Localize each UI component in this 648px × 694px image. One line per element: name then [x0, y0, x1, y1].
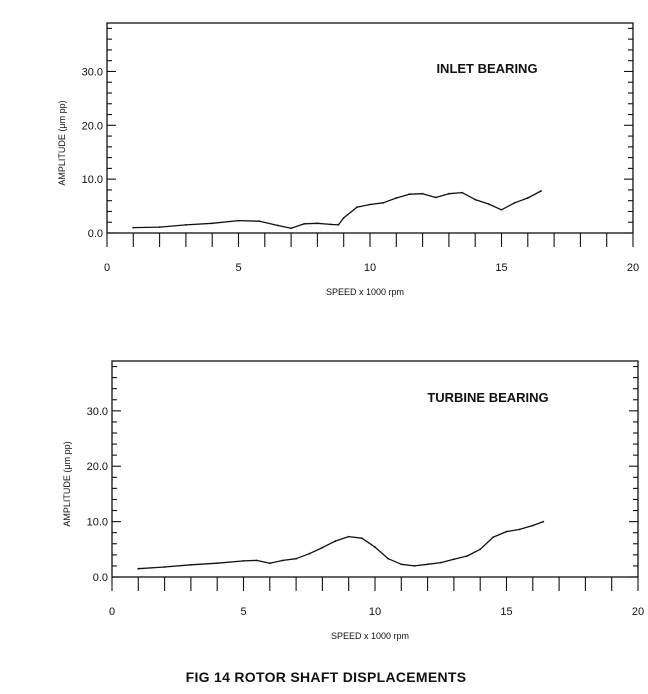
- data-point: [439, 561, 442, 564]
- data-point: [190, 563, 192, 566]
- x-tick-label: 5: [240, 606, 246, 618]
- data-point: [361, 537, 363, 540]
- data-point: [216, 562, 219, 565]
- data-point: [303, 222, 306, 225]
- data-point: [466, 555, 468, 557]
- data-point: [282, 559, 284, 562]
- data-point: [426, 563, 429, 566]
- data-point: [526, 197, 529, 199]
- data-point: [382, 201, 385, 204]
- x-tick-label: 10: [364, 262, 376, 274]
- plot-annotation: TURBINE BEARING: [427, 390, 548, 405]
- data-point: [268, 562, 271, 565]
- y-axis-title: AMPLITUDE (μm pp): [57, 100, 67, 185]
- x-tick-label: 20: [627, 262, 639, 274]
- data-point: [453, 558, 455, 561]
- data-point: [158, 226, 161, 229]
- data-point: [308, 552, 311, 555]
- x-tick-label: 10: [369, 606, 381, 618]
- figure-caption: FIG 14 ROTOR SHAFT DISPLACEMENTS: [186, 669, 467, 685]
- data-point: [492, 536, 495, 538]
- data-point: [369, 203, 371, 206]
- x-tick-label: 15: [495, 262, 507, 274]
- data-point: [540, 190, 542, 192]
- chart-turbine-bearing: 0 5 10 15 20 0.0 10.0 20.0 30.0 SPEED x 1000 rpm A…: [62, 360, 644, 641]
- data-point: [461, 191, 463, 194]
- data-point: [321, 546, 324, 549]
- series-line: [132, 190, 542, 229]
- data-point: [421, 192, 424, 195]
- data-point: [374, 546, 376, 548]
- data-point: [277, 224, 279, 227]
- data-point: [258, 220, 261, 223]
- data-point: [342, 217, 345, 219]
- x-tick-label: 15: [500, 606, 512, 618]
- plot-frame: [111, 360, 639, 578]
- data-point: [448, 192, 450, 195]
- data-point: [395, 197, 398, 199]
- y-tick-label: 0.0: [93, 572, 108, 584]
- data-point: [137, 567, 140, 570]
- x-axis-title: SPEED x 1000 rpm: [326, 287, 404, 297]
- x-tick-label: 20: [632, 606, 644, 618]
- x-axis-title: SPEED x 1000 rpm: [331, 631, 409, 641]
- data-point: [290, 227, 292, 230]
- data-point: [316, 222, 319, 225]
- y-axis-title: AMPLITUDE (μm pp): [62, 441, 72, 526]
- data-point: [132, 226, 135, 229]
- y-tick-label: 10.0: [82, 174, 103, 186]
- data-point: [531, 524, 534, 527]
- x-tick-label: 5: [235, 262, 241, 274]
- data-point: [487, 203, 490, 205]
- y-tick-label: 20.0: [87, 461, 108, 473]
- data-point: [329, 223, 332, 226]
- plot-frame: [106, 22, 634, 234]
- data-point: [337, 224, 340, 226]
- y-tick-label: 30.0: [87, 406, 108, 418]
- data-point: [295, 557, 297, 560]
- x-tick-label: 0: [109, 606, 115, 618]
- data-point: [400, 563, 403, 566]
- chart-inlet-bearing: 0 5 10 15 20 0.0 10.0 20.0 30.0 SPEED x 1000 rpm A…: [57, 22, 639, 297]
- data-point: [518, 528, 521, 531]
- y-tick-label: 0.0: [88, 228, 103, 240]
- data-point: [185, 224, 187, 226]
- data-point: [474, 198, 477, 201]
- data-point: [242, 560, 245, 562]
- data-point: [387, 557, 390, 560]
- data-point: [163, 566, 166, 568]
- data-point: [211, 222, 214, 225]
- data-point: [255, 559, 258, 562]
- data-point: [479, 548, 482, 551]
- y-tick-label: 30.0: [82, 66, 103, 78]
- data-point: [334, 540, 337, 542]
- data-point: [542, 520, 545, 523]
- y-tick-label: 20.0: [82, 120, 103, 132]
- data-point: [505, 530, 508, 533]
- data-point: [356, 206, 358, 209]
- y-tick-label: 10.0: [87, 517, 108, 529]
- data-point: [500, 208, 503, 211]
- data-point: [347, 535, 350, 538]
- x-tick-label: 0: [104, 262, 110, 274]
- data-point: [513, 201, 516, 204]
- plot-annotation: INLET BEARING: [436, 61, 537, 76]
- series-line: [137, 520, 544, 570]
- data-point: [413, 565, 416, 567]
- data-point: [434, 196, 437, 199]
- data-point: [237, 219, 240, 222]
- data-point: [408, 193, 411, 196]
